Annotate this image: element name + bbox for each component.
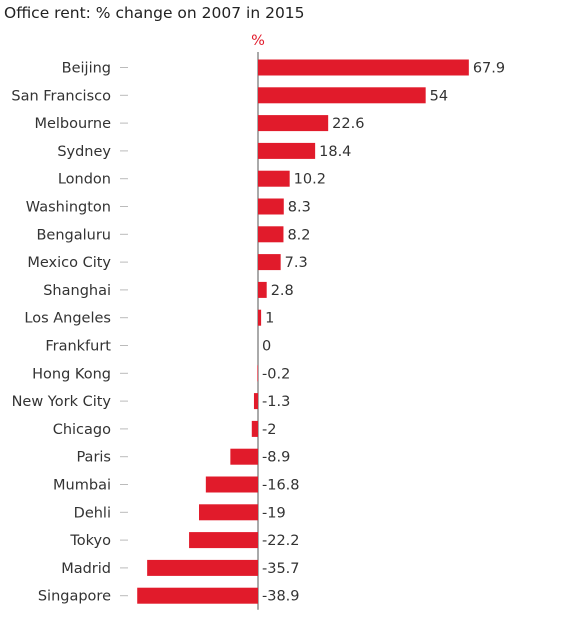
- bar: [257, 365, 258, 382]
- value-label: 54: [430, 88, 448, 104]
- bar: [258, 59, 469, 76]
- bar: [258, 115, 329, 132]
- value-label: 0: [262, 339, 271, 355]
- bar: [137, 587, 258, 604]
- category-label: New York City: [12, 394, 112, 410]
- value-label: 1: [265, 311, 274, 327]
- value-label: 2.8: [271, 283, 294, 299]
- bar: [258, 226, 284, 243]
- bar: [258, 309, 262, 326]
- bar: [251, 420, 258, 437]
- value-labels: 67.9 54 22.6 18.4 10.2 8.3 8.2 7.3 2.8 1 0 -0.2 -1.3…: [262, 61, 505, 605]
- bar: [189, 532, 258, 549]
- value-label: 18.4: [319, 144, 351, 160]
- bar: [147, 559, 258, 576]
- category-label: Chicago: [53, 422, 111, 438]
- value-label: -22.2: [262, 533, 300, 549]
- value-label: -16.8: [262, 478, 300, 494]
- value-label: -1.3: [262, 394, 290, 410]
- category-label: London: [58, 172, 111, 188]
- category-label: Washington: [26, 200, 111, 216]
- value-label: 67.9: [473, 61, 505, 77]
- value-label: 22.6: [332, 116, 364, 132]
- value-label: -2: [262, 422, 276, 438]
- value-label: -19: [262, 505, 286, 521]
- category-label: Hong Kong: [32, 366, 111, 382]
- category-ticks: [120, 67, 128, 597]
- category-label: Los Angeles: [24, 311, 111, 327]
- value-label: 8.3: [288, 200, 311, 216]
- bar: [258, 87, 426, 104]
- category-label: Madrid: [61, 561, 111, 577]
- category-label: Dehli: [74, 505, 111, 521]
- bar: [205, 476, 258, 493]
- category-label: Bengaluru: [36, 227, 111, 243]
- category-labels: Beijing San Francisco Melbourne Sydney Londo…: [11, 61, 111, 605]
- value-label: -35.7: [262, 561, 300, 577]
- category-label: Sydney: [57, 144, 111, 160]
- value-label: -0.2: [262, 366, 290, 382]
- category-label: Mexico City: [27, 255, 111, 271]
- category-label: Melbourne: [34, 116, 111, 132]
- category-label: Frankfurt: [45, 339, 111, 355]
- bars: [137, 59, 469, 604]
- bar: [199, 504, 258, 521]
- category-label: Mumbai: [53, 478, 111, 494]
- bar: [258, 198, 284, 215]
- value-label: 7.3: [285, 255, 308, 271]
- value-label: 10.2: [294, 172, 326, 188]
- bar: [253, 393, 258, 410]
- unit-label: %: [251, 33, 265, 49]
- bar: [230, 448, 258, 465]
- value-label: -38.9: [262, 589, 300, 605]
- bar: [258, 281, 267, 298]
- bar: [258, 170, 290, 187]
- value-label: 8.2: [287, 227, 310, 243]
- value-label: -8.9: [262, 450, 290, 466]
- category-label: Shanghai: [43, 283, 111, 299]
- chart-title: Office rent: % change on 2007 in 2015: [4, 4, 305, 22]
- bar: [258, 142, 316, 159]
- category-label: Beijing: [62, 61, 111, 77]
- category-label: Singapore: [38, 589, 111, 605]
- category-label: Tokyo: [69, 533, 111, 549]
- category-label: San Francisco: [11, 88, 111, 104]
- bar: [258, 254, 281, 271]
- category-label: Paris: [76, 450, 111, 466]
